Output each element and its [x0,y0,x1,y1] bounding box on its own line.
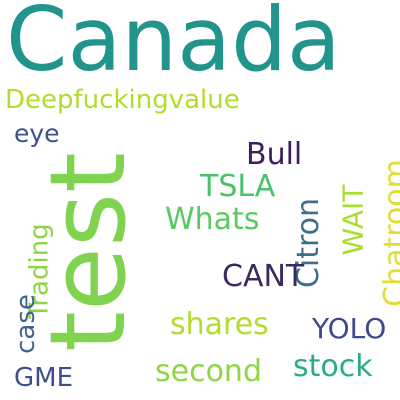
word-gme: GME [14,363,74,393]
word-wait: WAIT [336,184,370,256]
word-second: second [155,354,262,389]
word-cant: CANT [222,259,305,294]
word-whats: Whats [165,202,260,237]
word-deepfuckingvalue: Deepfuckingvalue [5,85,240,115]
word-eye: eye [14,119,60,148]
word-tsla: TSLA [200,169,276,204]
word-yolo: YOLO [312,312,387,345]
word-stock: stock [293,349,373,384]
word-chatroom: Chatroom [377,159,400,307]
word-case: case [10,294,41,354]
word-shares: shares [170,307,269,342]
word-bull: Bull [246,137,303,172]
word-canada: Canada [6,0,341,91]
